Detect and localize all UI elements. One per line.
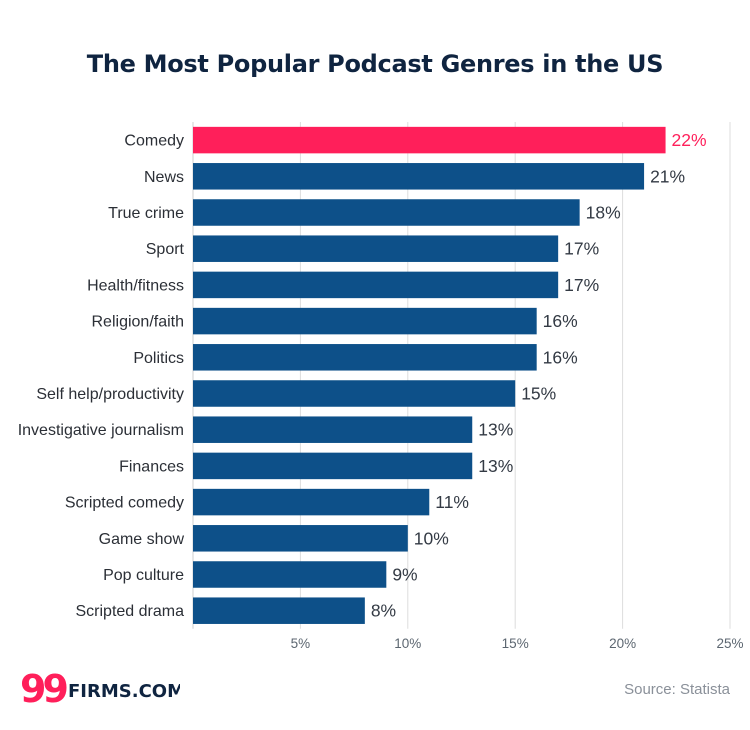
value-label: 13%: [478, 420, 513, 440]
value-label: 17%: [564, 239, 599, 259]
category-label: Sport: [146, 241, 185, 258]
bar: [193, 525, 408, 552]
category-label: Comedy: [124, 133, 184, 150]
logo-number: 99: [20, 670, 67, 710]
category-label: News: [144, 169, 184, 186]
category-label: Politics: [133, 350, 184, 367]
category-label: Pop culture: [103, 567, 184, 584]
x-tick-label: 25%: [716, 636, 743, 651]
bar: [193, 199, 580, 226]
value-label: 10%: [414, 528, 449, 548]
bar: [193, 307, 537, 335]
bar: [193, 235, 559, 262]
bar: [193, 380, 516, 407]
category-label: Health/fitness: [87, 277, 184, 294]
chart-title: The Most Popular Podcast Genres in the U…: [86, 50, 664, 78]
category-label: Self help/productivity: [36, 386, 184, 403]
category-label: Religion/faith: [92, 314, 185, 331]
category-label: Game show: [99, 531, 185, 548]
category-label: Scripted comedy: [65, 495, 184, 512]
bar: [193, 452, 473, 480]
category-label: Investigative journalism: [18, 422, 184, 439]
value-label: 21%: [650, 166, 685, 186]
99firms-logo: 99 FIRMS.COM: [20, 670, 180, 710]
value-label: 22%: [672, 130, 707, 150]
x-tick-label: 5%: [291, 636, 311, 651]
bar: [193, 416, 473, 443]
category-label: True crime: [108, 205, 184, 222]
value-label: 15%: [521, 384, 556, 404]
value-label: 9%: [392, 565, 417, 585]
bar: [193, 344, 537, 371]
bar: [193, 271, 559, 299]
category-label: Finances: [119, 458, 184, 475]
source-note: Source: Statista: [624, 681, 730, 698]
bar-chart: 5% 10% 15% 20% 25% Comedy 22% News 21% True crime…: [18, 122, 744, 651]
value-label: 11%: [435, 492, 469, 512]
bar: [193, 163, 645, 190]
value-label: 13%: [478, 456, 513, 476]
category-label: Scripted drama: [76, 603, 185, 620]
logo-text: FIRMS.COM: [68, 681, 180, 702]
value-label: 18%: [586, 203, 621, 223]
x-tick-label: 20%: [609, 636, 636, 651]
bar: [193, 126, 666, 154]
bar: [193, 488, 430, 516]
value-label: 16%: [543, 311, 578, 331]
value-label: 16%: [543, 347, 578, 367]
x-tick-label: 10%: [394, 636, 421, 651]
value-label: 8%: [371, 601, 396, 621]
value-label: 17%: [564, 275, 599, 295]
bar: [193, 597, 365, 624]
x-tick-label: 15%: [502, 636, 529, 651]
bar: [193, 561, 387, 588]
